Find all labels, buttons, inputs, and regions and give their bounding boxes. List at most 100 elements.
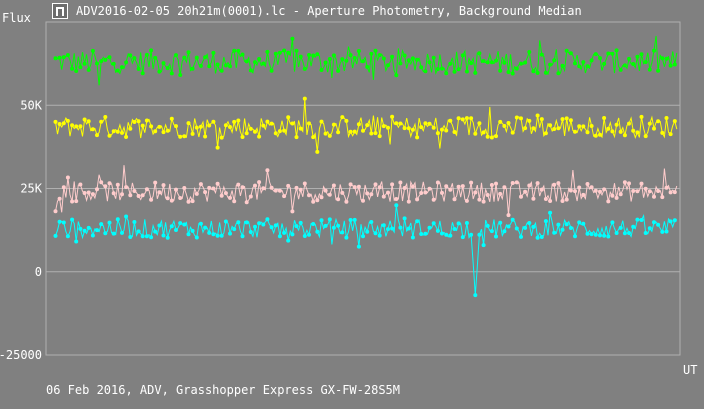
lightcurve-app-icon[interactable] [52, 3, 68, 19]
data-point [552, 230, 557, 235]
data-point [402, 53, 407, 58]
data-point [149, 124, 154, 129]
data-point [369, 131, 374, 136]
data-point [65, 53, 70, 58]
data-point [485, 60, 490, 65]
data-point [464, 69, 469, 74]
data-point [340, 57, 345, 62]
data-point [519, 61, 523, 66]
data-point [452, 227, 457, 231]
data-point [107, 181, 112, 186]
data-point [564, 197, 569, 202]
data-point [203, 55, 208, 60]
data-point [361, 128, 365, 133]
data-point [128, 126, 133, 131]
data-point [178, 221, 183, 226]
data-point [664, 229, 669, 234]
data-point [352, 217, 357, 222]
data-point [182, 55, 187, 60]
data-point [302, 66, 307, 71]
data-point [481, 59, 486, 63]
data-point [622, 63, 627, 68]
data-point [236, 48, 241, 53]
data-point [61, 55, 66, 60]
data-point [86, 119, 91, 124]
data-point [639, 114, 644, 119]
data-point [352, 185, 357, 190]
data-point [290, 121, 295, 126]
data-point [494, 181, 498, 186]
data-point [286, 183, 291, 188]
data-point [656, 68, 661, 73]
data-point [298, 187, 303, 192]
data-point [282, 128, 287, 133]
data-point [265, 217, 270, 222]
data-point [402, 216, 407, 221]
data-point [643, 134, 648, 139]
series-line [55, 165, 678, 216]
data-point [82, 117, 87, 122]
data-point [261, 222, 266, 227]
data-point [74, 199, 79, 204]
data-point [57, 196, 62, 201]
data-point [103, 231, 108, 236]
data-point [373, 131, 378, 136]
data-point [406, 58, 411, 63]
data-point [115, 129, 120, 134]
series-1 [53, 96, 678, 154]
data-point [386, 125, 390, 130]
data-point [198, 63, 203, 68]
data-point [652, 126, 656, 131]
data-point [460, 184, 465, 189]
data-point [136, 66, 141, 71]
data-point [356, 49, 361, 53]
data-point [581, 221, 586, 226]
data-point [577, 124, 582, 129]
data-point [473, 190, 478, 195]
data-point [178, 134, 183, 139]
data-point [169, 116, 174, 121]
data-point [348, 129, 353, 134]
data-point [144, 234, 149, 239]
data-point [298, 126, 303, 131]
data-point [340, 230, 345, 235]
data-point [277, 234, 282, 239]
data-point [74, 124, 79, 129]
data-point [128, 193, 133, 198]
data-point [107, 55, 112, 60]
data-point [169, 71, 174, 76]
data-point [232, 119, 237, 124]
data-point [211, 232, 216, 237]
data-point [174, 228, 178, 232]
data-point [519, 194, 523, 199]
data-point [82, 61, 87, 66]
data-point [514, 226, 519, 231]
x-axis-unit-label: UT [683, 363, 697, 377]
data-point [140, 234, 145, 239]
data-point [489, 183, 494, 187]
data-point [323, 131, 328, 136]
data-point [627, 56, 631, 61]
data-point [402, 126, 407, 131]
data-point [136, 119, 141, 124]
data-point [652, 48, 656, 53]
data-point [568, 51, 573, 56]
data-point [489, 135, 494, 140]
data-point [265, 168, 270, 173]
data-point [622, 133, 627, 138]
data-point [61, 121, 66, 126]
data-point [365, 123, 370, 128]
data-point [652, 194, 656, 199]
data-point [323, 60, 328, 65]
data-point [157, 223, 162, 228]
data-point [319, 218, 324, 223]
data-point [223, 123, 228, 128]
data-point [535, 181, 540, 186]
data-point [377, 233, 382, 238]
series-3 [53, 203, 677, 298]
data-point [473, 293, 478, 298]
data-point [469, 180, 474, 185]
data-point [523, 126, 528, 131]
data-point [502, 229, 507, 234]
